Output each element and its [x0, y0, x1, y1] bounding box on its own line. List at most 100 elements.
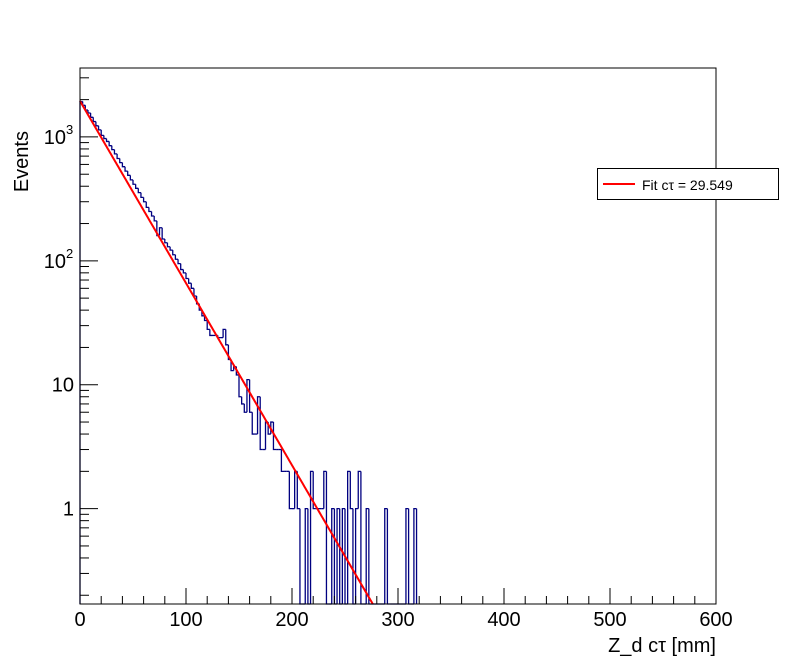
histogram-bin — [288, 471, 292, 510]
x-axis-label: Z_d cτ [mm] — [608, 635, 716, 657]
x-tick-label: 300 — [381, 609, 414, 631]
histogram-bin — [336, 508, 340, 604]
histogram-bin — [148, 207, 152, 213]
histogram-bin — [222, 328, 226, 338]
y-tick-label: 1 — [63, 499, 74, 521]
histogram-bin — [116, 153, 120, 160]
histogram-bin — [95, 121, 99, 127]
x-tick-label: 400 — [487, 609, 520, 631]
histogram-bin — [230, 359, 234, 372]
histogram-bin — [256, 396, 261, 435]
histogram-bin — [331, 508, 335, 604]
histogram-bin — [145, 201, 149, 209]
histogram-bin — [225, 329, 229, 346]
histogram-bin — [158, 227, 163, 236]
histogram-bin — [166, 242, 171, 248]
histogram-bin — [312, 471, 316, 510]
histogram-series — [79, 100, 418, 605]
histogram-bin — [108, 141, 112, 147]
histogram-bin — [137, 188, 141, 194]
histogram-bin — [206, 320, 210, 330]
histogram-bin — [113, 149, 118, 155]
fit-curve — [79, 100, 374, 605]
histogram-bin — [87, 109, 91, 114]
histogram-bin — [193, 288, 197, 297]
histogram-bin — [405, 508, 409, 604]
y-tick-label: 10 — [44, 251, 66, 273]
histogram-bin — [251, 412, 255, 435]
histogram-bin — [259, 396, 263, 451]
legend: Fit cτ = 29.549 — [597, 168, 779, 200]
histogram-bin — [121, 162, 126, 168]
histogram-bin — [164, 239, 168, 244]
histogram-bin — [100, 129, 104, 136]
histogram-bin — [296, 471, 300, 510]
histogram-bin — [272, 422, 277, 451]
histogram-bin — [174, 254, 179, 260]
plot-frame — [79, 67, 717, 605]
histogram-bin — [89, 113, 94, 118]
histogram-bin — [238, 374, 242, 398]
histogram-bin — [150, 211, 155, 217]
histogram-bin — [142, 197, 147, 203]
histogram-bin — [161, 227, 165, 240]
histogram-bin — [190, 283, 194, 289]
histogram-bin — [203, 315, 208, 322]
histogram-bin — [185, 272, 189, 280]
histogram-bin — [368, 508, 372, 605]
y-tick-label: 10 — [44, 127, 66, 149]
histogram-bin — [188, 278, 192, 284]
histogram-bin — [407, 508, 412, 605]
histogram-bin — [349, 471, 353, 510]
histogram-bin — [97, 125, 102, 131]
histogram-bin — [119, 158, 123, 164]
histogram-bin — [129, 175, 133, 181]
histogram-bin — [105, 138, 110, 143]
histogram-bin — [243, 403, 247, 413]
histogram-bin — [246, 378, 250, 413]
y-tick-label: 10 — [52, 375, 74, 397]
histogram-bin — [365, 508, 369, 604]
legend-fit-label: Fit cτ = 29.549 — [642, 177, 733, 193]
histogram-bin — [172, 250, 176, 256]
histogram-bin — [111, 145, 115, 151]
histogram-bin — [304, 508, 308, 604]
x-tick-label: 0 — [74, 609, 85, 631]
y-tick-label-exponent: 3 — [66, 122, 73, 137]
histogram-bin — [182, 269, 186, 274]
histogram-bin — [299, 508, 303, 605]
histogram-bin — [135, 184, 139, 189]
histogram-bin — [140, 192, 144, 199]
histogram-bin — [341, 508, 345, 604]
histogram-bin — [180, 263, 184, 271]
x-tick-label: 200 — [275, 609, 308, 631]
fit-curve-group — [79, 100, 374, 605]
histogram-bin — [132, 179, 136, 185]
histogram-bin — [413, 508, 417, 604]
histogram-bin — [92, 117, 96, 123]
legend-fit-swatch — [603, 183, 635, 185]
histogram-bin — [103, 135, 107, 140]
histogram-bin — [241, 396, 245, 405]
histogram-bin — [309, 470, 314, 604]
histogram-bin — [127, 171, 131, 176]
y-axis-label: Events — [11, 131, 33, 192]
histogram-bin — [357, 470, 361, 509]
histogram-bin — [124, 166, 128, 172]
x-tick-label: 600 — [699, 609, 732, 631]
histogram-bin — [323, 470, 327, 509]
histogram-bin — [177, 259, 181, 265]
histogram-bin — [386, 508, 391, 605]
histogram-bin — [384, 508, 388, 604]
y-tick-label-exponent: 2 — [66, 246, 73, 261]
histogram-bin — [153, 216, 157, 222]
histogram-bin — [354, 508, 359, 604]
histogram-bin — [280, 449, 285, 472]
x-tick-label: 500 — [593, 609, 626, 631]
histogram-bin — [325, 471, 330, 605]
x-tick-label: 100 — [169, 609, 202, 631]
histogram-bin — [209, 329, 213, 337]
histogram-bin — [169, 246, 173, 251]
